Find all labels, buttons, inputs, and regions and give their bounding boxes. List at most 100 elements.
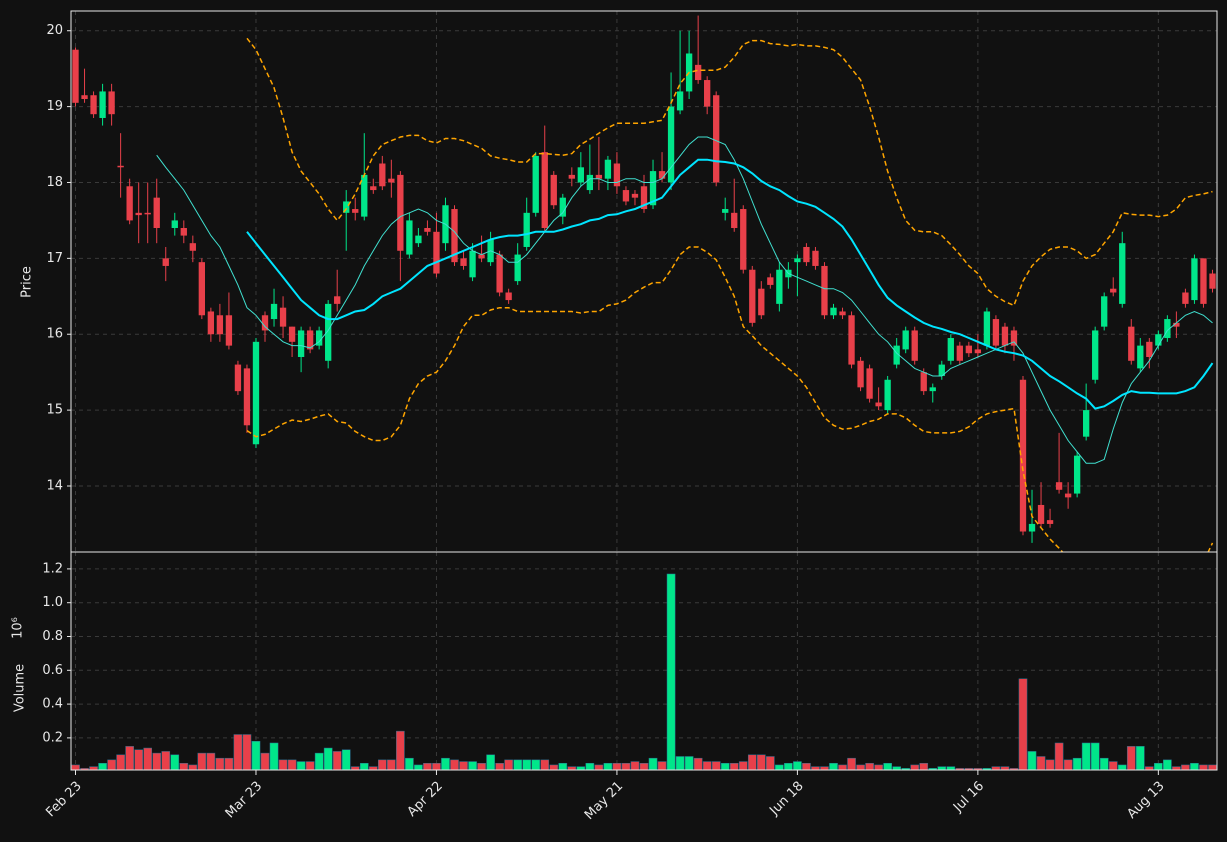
volume-bar <box>865 762 874 771</box>
candle-body <box>559 197 566 217</box>
marks <box>71 15 1217 771</box>
volume-offset-label: 10⁶ <box>11 617 26 639</box>
candle-body <box>189 243 196 251</box>
volume-bar <box>1072 757 1082 771</box>
candle-body <box>902 330 909 350</box>
candle-body <box>1028 523 1036 532</box>
overlay-line <box>246 246 1214 552</box>
volume-bar <box>107 759 116 771</box>
volume-bar <box>883 762 892 771</box>
volume-bar <box>738 761 748 771</box>
volume-bar <box>567 766 577 771</box>
volume-bar <box>134 749 143 771</box>
y-tick-label: 0.2 <box>42 730 63 745</box>
candle-body <box>1001 326 1009 346</box>
price-frame <box>70 10 1218 553</box>
candle-body <box>198 262 206 316</box>
volume-bar <box>161 751 171 771</box>
volume-bar <box>874 764 883 771</box>
candle-body <box>261 315 269 331</box>
y-tick-label: 0.6 <box>42 663 63 678</box>
candle-body <box>514 254 521 282</box>
x-tick-label: Aug 13 <box>1124 779 1167 822</box>
volume-bar <box>432 762 441 771</box>
candle-body <box>243 368 251 426</box>
volume-bar <box>558 762 568 771</box>
candle-body <box>1046 520 1054 524</box>
volume-bar <box>378 759 387 771</box>
volume-bar <box>143 747 153 771</box>
volume-bar <box>657 761 667 771</box>
volume-bar <box>540 759 550 771</box>
volume-bar <box>639 762 649 771</box>
candle-body <box>370 186 377 191</box>
candle-body <box>361 174 368 217</box>
candle-body <box>812 250 819 266</box>
volume-bar <box>666 573 676 771</box>
candle-body <box>171 220 178 229</box>
volume-bar <box>576 766 586 771</box>
candle-body <box>866 368 873 399</box>
volume-bar <box>1117 764 1127 771</box>
x-tick-label: Apr 22 <box>405 779 446 820</box>
candle-body <box>1137 345 1144 369</box>
candle-body <box>1019 379 1027 532</box>
volume-bar <box>504 759 513 771</box>
candle-body <box>947 338 954 361</box>
volume-bar <box>350 766 360 771</box>
candle-body <box>992 319 1000 346</box>
price-ylabel: Price <box>20 266 35 298</box>
candle-body <box>604 159 612 179</box>
x-tick-label: Jun 18 <box>766 779 806 819</box>
volume-bar <box>1081 742 1091 771</box>
volume-bar <box>838 764 847 771</box>
candle-body <box>911 330 918 361</box>
candle-body <box>478 254 485 259</box>
volume-bar <box>305 761 315 771</box>
volume-bar <box>856 764 865 771</box>
volume-bar <box>612 762 622 771</box>
y-tick-label: 15 <box>46 403 63 418</box>
candle-body <box>1128 326 1135 361</box>
candle-body <box>1064 493 1072 498</box>
candle-body <box>1173 322 1180 327</box>
candle-body <box>433 231 440 274</box>
candle-body <box>577 167 584 183</box>
volume-bar <box>287 759 297 771</box>
volume-bar <box>1154 762 1163 771</box>
volume-bar <box>1172 766 1181 771</box>
candle-body <box>568 174 575 179</box>
volume-bar <box>1018 678 1028 771</box>
candle-body <box>270 303 278 320</box>
candle-body <box>388 178 395 183</box>
volume-bar <box>603 762 613 771</box>
candle-body <box>415 235 422 244</box>
volume-bar <box>820 766 829 771</box>
candle-body <box>424 228 431 232</box>
volume-bar <box>71 764 80 771</box>
volume-bar <box>1108 761 1118 771</box>
volume-bar <box>179 762 189 771</box>
volume-bar <box>937 766 947 771</box>
candle-body <box>1146 341 1153 357</box>
volume-ylabel: Volume <box>13 664 28 712</box>
volume-bar <box>630 761 640 771</box>
candle-body <box>325 303 332 361</box>
candle-body <box>1119 243 1126 304</box>
volume-bar <box>450 759 459 771</box>
volume-bar <box>368 766 378 771</box>
volume-bar <box>251 741 261 771</box>
volume-bar <box>892 766 901 771</box>
candle-body <box>379 163 386 187</box>
candle-body <box>749 269 756 323</box>
volume-bar <box>1054 742 1064 771</box>
candle-body <box>640 186 648 210</box>
candle-body <box>135 212 142 216</box>
volume-bar <box>423 762 432 771</box>
volume-bar <box>296 761 306 771</box>
candle-body <box>117 165 124 168</box>
candle-body <box>469 250 476 278</box>
volume-bar <box>197 752 207 771</box>
y-tick-label: 1.2 <box>42 561 63 576</box>
